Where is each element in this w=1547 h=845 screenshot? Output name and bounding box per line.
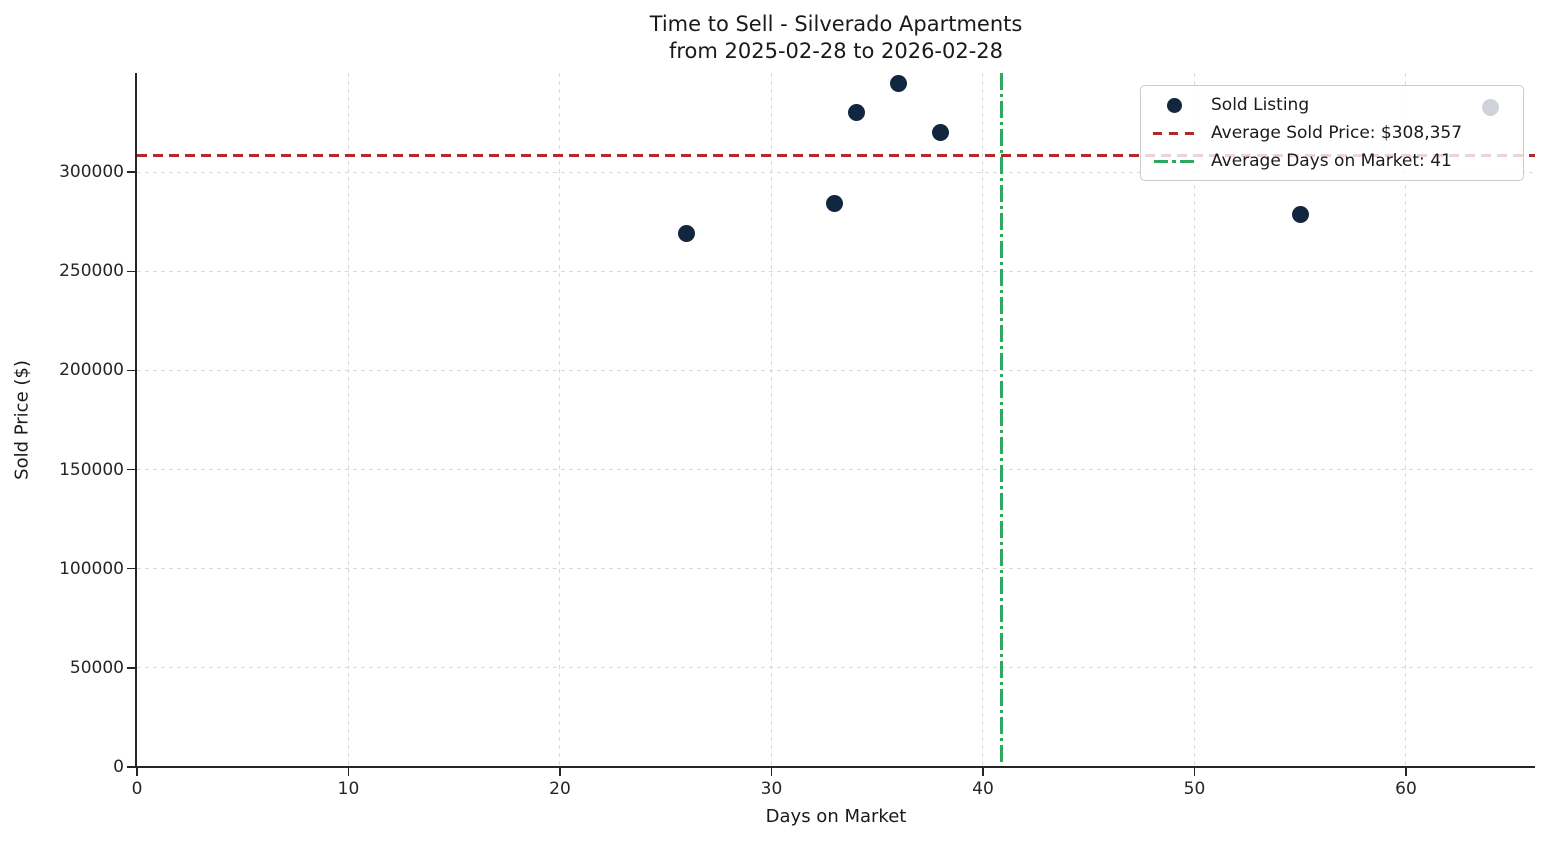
legend-label-sold-listing: Sold Listing [1211, 95, 1310, 115]
x-tick-mark [770, 768, 773, 776]
chart-title-line2: from 2025-02-28 to 2026-02-28 [668, 39, 1004, 63]
data-point [1291, 206, 1309, 224]
x-tick-mark [982, 768, 984, 776]
average-days-on-market-line [999, 73, 1003, 767]
x-tick-label: 20 [549, 779, 571, 799]
x-tick-label: 30 [760, 779, 783, 799]
legend-marker-cell [1151, 131, 1197, 135]
x-gridline [559, 73, 561, 767]
y-tick-mark [127, 567, 135, 570]
data-point [847, 104, 865, 122]
x-axis-label: Days on Market [765, 806, 907, 827]
chart-title-line1: Time to Sell - Silverado Apartments [649, 12, 1023, 36]
legend-marker-cell [1151, 97, 1197, 113]
x-tick-label: 60 [1395, 779, 1417, 799]
x-gridline [1193, 73, 1195, 767]
avg-days-marker-icon [1154, 159, 1194, 163]
legend-marker-cell [1151, 159, 1197, 163]
y-tick-label: 150000 [59, 459, 124, 480]
data-point [932, 123, 950, 141]
x-tick-mark [347, 768, 350, 776]
x-tick-mark [559, 768, 561, 776]
x-gridline [1405, 73, 1407, 767]
y-tick-label: 0 [113, 757, 124, 777]
x-tick-mark [1193, 768, 1196, 776]
legend-item-average-sold-price: Average Sold Price: $308,357 [1151, 119, 1513, 147]
y-tick-label: 300000 [59, 162, 124, 183]
y-tick-label: 250000 [59, 261, 124, 282]
x-gridline [347, 73, 349, 767]
x-axis-spine [135, 766, 1535, 768]
y-tick-mark [127, 171, 135, 173]
x-tick-label: 10 [337, 779, 360, 799]
legend-item-sold-listing: Sold Listing [1151, 91, 1513, 119]
legend-item-average-days-on-market: Average Days on Market: 41 [1151, 147, 1513, 175]
y-tick-mark [127, 468, 135, 471]
y-gridline [137, 568, 1535, 570]
y-gridline [137, 171, 1535, 173]
chart-title: Time to Sell - Silverado Apartments from… [137, 11, 1535, 65]
y-tick-label: 200000 [59, 360, 124, 381]
legend-label-average-days-on-market: Average Days on Market: 41 [1211, 151, 1452, 171]
y-tick-mark [127, 369, 135, 372]
avg-price-marker-icon [1153, 131, 1195, 135]
y-gridline [137, 270, 1535, 272]
y-tick-mark [127, 667, 135, 669]
data-point [826, 195, 844, 213]
sold-listing-marker-icon [1166, 97, 1182, 113]
x-tick-label: 40 [972, 779, 994, 799]
x-gridline [982, 73, 984, 767]
y-gridline [137, 469, 1535, 471]
y-gridline [137, 667, 1535, 669]
x-tick-label: 50 [1183, 779, 1206, 799]
x-gridline [770, 73, 772, 767]
x-tick-mark [1405, 768, 1407, 776]
data-point [678, 225, 696, 243]
data-point [889, 75, 907, 93]
legend-label-average-sold-price: Average Sold Price: $308,357 [1211, 123, 1463, 143]
x-tick-label: 0 [131, 779, 143, 799]
y-tick-mark [127, 766, 135, 768]
plot-area: Sold Listing Average Sold Price: $308,35… [137, 73, 1535, 767]
y-axis-spine [135, 73, 137, 768]
legend: Sold Listing Average Sold Price: $308,35… [1140, 85, 1524, 181]
y-tick-mark [127, 270, 135, 273]
y-tick-label: 50000 [69, 657, 124, 678]
y-tick-label: 100000 [59, 558, 124, 579]
x-tick-mark [136, 768, 138, 776]
y-gridline [137, 369, 1535, 371]
average-sold-price-line [137, 154, 1535, 158]
